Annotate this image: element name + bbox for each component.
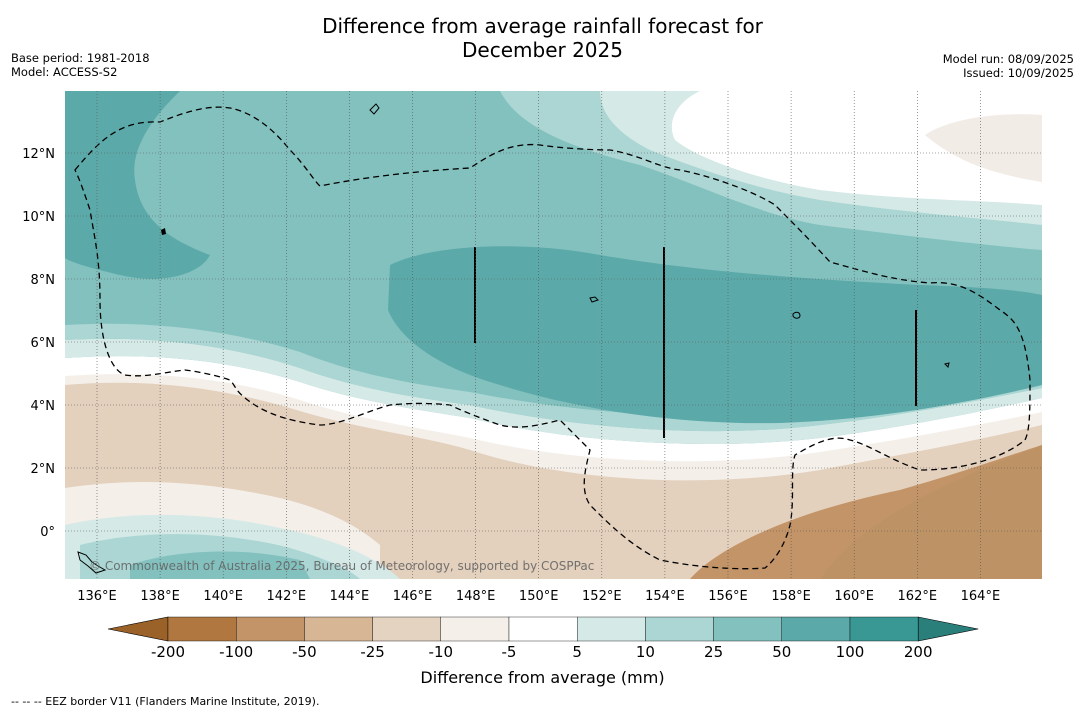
colorbar-tick-label: -200 <box>150 643 186 661</box>
latitude-label: 12°N <box>22 147 55 162</box>
colorbar-segment <box>440 616 510 642</box>
colorbar-segment <box>304 616 373 642</box>
neutral-band <box>65 356 1042 462</box>
wet-band-mid <box>65 323 1042 432</box>
colorbar-tick-label: -25 <box>360 643 385 661</box>
dry-region-se-strong <box>820 445 1042 579</box>
colorbar-segment <box>508 616 578 642</box>
island-1 <box>369 103 380 115</box>
colorbar-high-extension <box>917 616 979 642</box>
map-grid <box>65 91 1042 579</box>
longitude-label: 162°E <box>898 589 938 604</box>
colorbar-tick-label: 25 <box>704 643 724 661</box>
wet-band-light <box>65 338 1042 445</box>
latitude-label: 10°N <box>22 210 55 225</box>
longitude-label: 136°E <box>77 589 117 604</box>
colorbar-tick-label: -50 <box>292 643 317 661</box>
colorbar-tick-label: -100 <box>219 643 254 661</box>
colorbar-tick-label: 5 <box>572 643 582 661</box>
model-name: Model: ACCESS-S2 <box>11 65 118 79</box>
latitude-labels: 12°N 10°N 8°N 6°N 4°N 2°N 0° <box>22 147 55 540</box>
island-5 <box>77 551 107 574</box>
title-line-2: December 2025 <box>462 38 623 62</box>
left-meta: Base period: 1981-2018 Model: ACCESS-S2 <box>11 51 150 79</box>
longitude-label: 156°E <box>708 589 748 604</box>
longitude-label: 164°E <box>961 589 1001 604</box>
colorbar-segment <box>849 616 919 642</box>
latitude-label: 8°N <box>31 273 56 288</box>
colorbar-tick-label: 100 <box>835 643 865 661</box>
longitude-label: 150°E <box>519 589 559 604</box>
longitude-label: 138°E <box>140 589 180 604</box>
island-3 <box>792 311 801 319</box>
longitude-label: 142°E <box>267 589 307 604</box>
colorbar-segment <box>781 616 851 642</box>
colorbar-tick-label: 50 <box>772 643 792 661</box>
colorbar-segment <box>167 616 237 642</box>
latitude-label: 0° <box>40 525 55 540</box>
wet-core-northwest <box>65 91 210 279</box>
colorbar-segment <box>713 616 782 642</box>
longitude-label: 158°E <box>771 589 811 604</box>
northern-dry-patch <box>925 114 1042 182</box>
model-run: Model run: 08/09/2025 <box>942 52 1074 66</box>
longitude-labels: 136°E 138°E 140°E 142°E 144°E 146°E 148°E 150°E… <box>77 589 1000 604</box>
colorbar-segment <box>372 616 442 642</box>
longitude-label: 140°E <box>203 589 243 604</box>
eez-legend-note: -- -- -- EEZ border V11 (Flanders Marine… <box>11 695 320 708</box>
colorbar-title: Difference from average (mm) <box>420 668 665 687</box>
colorbar <box>107 616 979 642</box>
title-line-1: Difference from average rainfall forecas… <box>322 14 763 38</box>
longitude-label: 152°E <box>582 589 622 604</box>
colorbar-tick-label: 200 <box>903 643 933 661</box>
latitude-label: 2°N <box>31 462 56 477</box>
colorbar-low-extension <box>107 616 169 642</box>
latitude-label: 6°N <box>31 336 56 351</box>
colorbar-tick-label: -10 <box>428 643 454 661</box>
longitude-label: 160°E <box>834 589 874 604</box>
base-period: Base period: 1981-2018 <box>11 51 150 65</box>
longitude-label: 148°E <box>456 589 496 604</box>
northern-neutral-zone <box>671 91 1042 205</box>
longitude-label: 146°E <box>393 589 433 604</box>
map-area <box>65 91 1042 579</box>
copyright-note: © Commonwealth of Australia 2025, Bureau… <box>89 559 594 573</box>
longitude-label: 144°E <box>330 589 370 604</box>
colorbar-segment <box>645 616 714 642</box>
wet-pocket-south-3 <box>130 551 310 579</box>
right-meta: Model run: 08/09/2025 Issued: 10/09/2025 <box>943 52 1074 80</box>
island-2 <box>161 228 166 235</box>
colorbar-tick-label: -5 <box>501 643 517 661</box>
latitude-label: 4°N <box>31 399 56 414</box>
map-title: Difference from average rainfall forecas… <box>0 14 1085 62</box>
wet-core <box>388 246 1042 424</box>
colorbar-tick-label: 10 <box>635 643 655 661</box>
eez-border-1 <box>74 106 1031 570</box>
longitude-label: 154°E <box>645 589 685 604</box>
issued-date: Issued: 10/09/2025 <box>963 66 1074 80</box>
island-6 <box>944 362 950 368</box>
colorbar-segment <box>577 616 646 642</box>
colorbar-segment <box>235 616 305 642</box>
island-4 <box>589 296 599 303</box>
